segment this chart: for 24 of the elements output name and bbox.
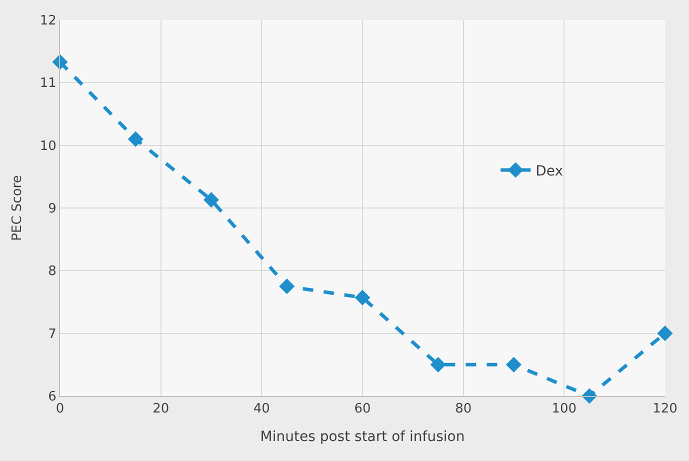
x-tick-label: 0 <box>56 402 64 417</box>
x-tick-label: 80 <box>455 402 472 417</box>
y-axis-title: PEC Score <box>10 175 25 241</box>
point <box>657 326 673 342</box>
legend-label: Dex <box>536 163 564 180</box>
x-tick-label: 120 <box>652 402 678 417</box>
x-tick-label: 60 <box>354 402 371 417</box>
y-tick-label: 9 <box>48 202 56 217</box>
x-tick-label: 100 <box>552 402 577 417</box>
y-tick-label: 10 <box>40 138 56 154</box>
point <box>430 356 446 372</box>
y-tick-label: 6 <box>48 390 56 405</box>
point <box>354 290 370 306</box>
x-axis-title: Minutes post start of infusion <box>260 428 465 445</box>
point <box>279 278 295 294</box>
y-tick-label: 7 <box>48 326 56 342</box>
y-tick-label: 12 <box>40 14 56 29</box>
y-tick-label: 11 <box>40 76 56 92</box>
point <box>203 192 220 208</box>
x-tick-label: 20 <box>152 402 170 417</box>
y-tick-label: 8 <box>48 264 56 280</box>
point <box>128 131 144 147</box>
x-tick-label: 40 <box>253 402 270 417</box>
point <box>506 356 522 372</box>
